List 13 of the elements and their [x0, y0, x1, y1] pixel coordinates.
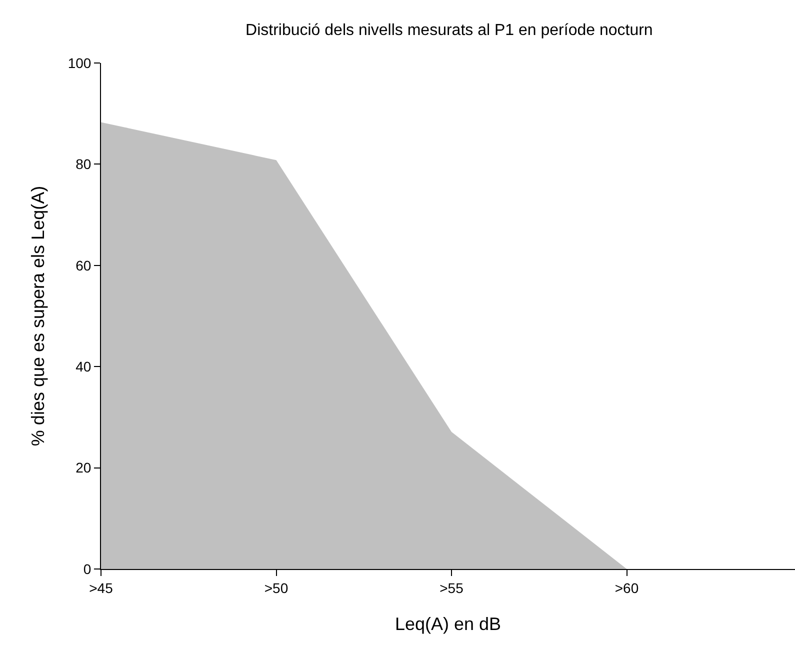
y-tick-label: 0 [83, 560, 92, 577]
chart-title: Distribució dels nivells mesurats al P1 en període nocturn [246, 22, 653, 40]
x-tick-label: >50 [264, 580, 288, 596]
x-tick-label: >45 [89, 580, 114, 596]
y-tick-label: 60 [76, 257, 92, 274]
y-tick-label: 20 [76, 460, 92, 476]
x-tick-label: >60 [614, 580, 639, 596]
y-axis-title: % dies que es supera els Leq(A) [28, 186, 48, 446]
y-tick-label: 40 [76, 358, 92, 374]
y-tick-label: 100 [68, 54, 92, 71]
x-tick-label: >55 [440, 580, 464, 596]
y-tick-label: 80 [76, 156, 92, 172]
x-axis-title: Leq(A) en dB [394, 614, 502, 634]
